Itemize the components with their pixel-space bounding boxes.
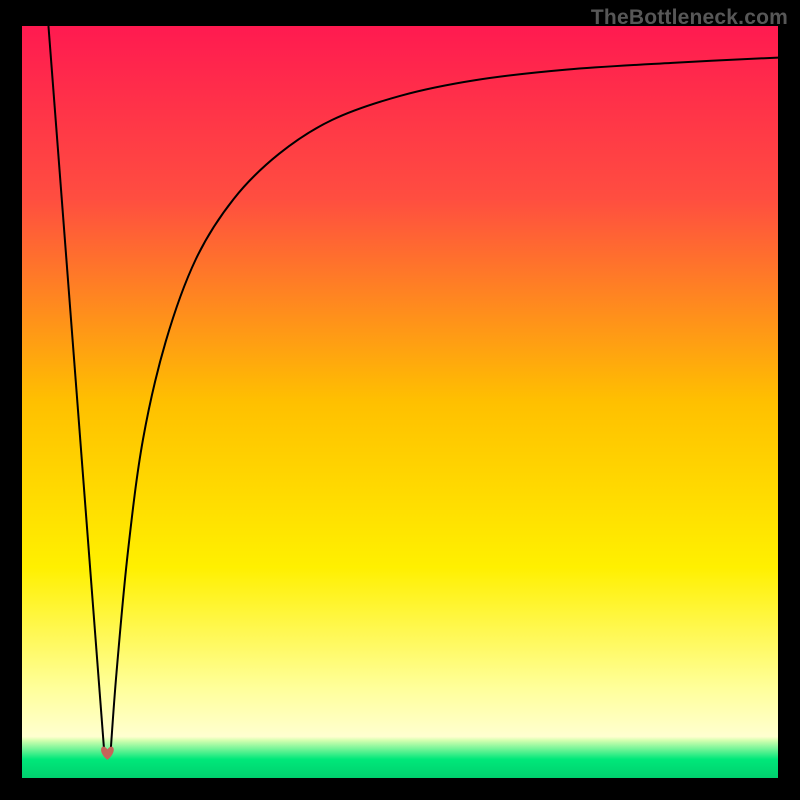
- gradient-background: [22, 26, 778, 778]
- chart-plot: [22, 26, 778, 778]
- chart-frame: TheBottleneck.com: [0, 0, 800, 800]
